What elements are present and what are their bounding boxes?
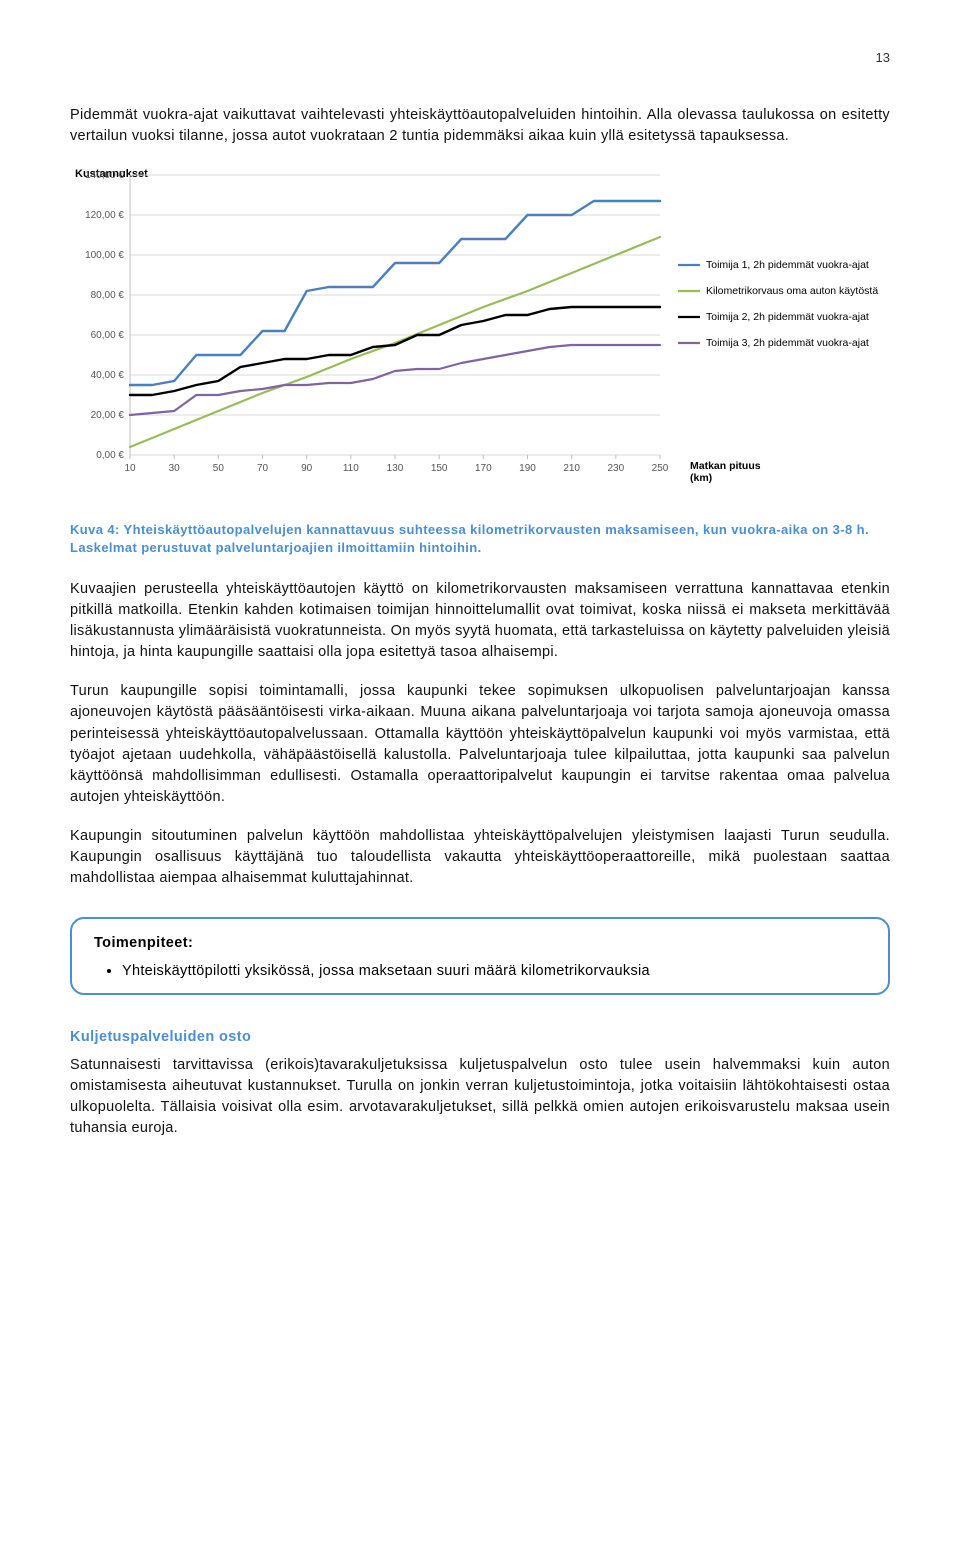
page-number: 13	[70, 50, 890, 65]
svg-text:Toimija 1, 2h pidemmät vuokra-: Toimija 1, 2h pidemmät vuokra-ajat	[706, 259, 869, 271]
svg-text:60,00 €: 60,00 €	[91, 330, 125, 341]
svg-text:150: 150	[431, 463, 448, 474]
svg-text:110: 110	[343, 463, 359, 474]
section-heading: Kuljetuspalveluiden osto	[70, 1029, 890, 1045]
svg-text:30: 30	[169, 463, 181, 474]
svg-text:Matkan pituus: Matkan pituus	[690, 460, 761, 472]
svg-text:210: 210	[563, 463, 580, 474]
paragraph-5: Satunnaisesti tarvittavissa (erikois)tav…	[70, 1055, 890, 1139]
action-callout: Toimenpiteet: Yhteiskäyttöpilotti yksikö…	[70, 917, 890, 995]
paragraph-3: Turun kaupungille sopisi toimintamalli, …	[70, 681, 890, 807]
svg-text:130: 130	[387, 463, 404, 474]
callout-list: Yhteiskäyttöpilotti yksikössä, jossa mak…	[94, 963, 866, 979]
svg-text:20,00 €: 20,00 €	[91, 410, 125, 421]
svg-text:170: 170	[475, 463, 492, 474]
svg-text:90: 90	[301, 463, 313, 474]
svg-text:120,00 €: 120,00 €	[85, 210, 124, 221]
svg-text:(km): (km)	[690, 472, 712, 484]
svg-text:70: 70	[257, 463, 269, 474]
svg-text:Toimija 3, 2h pidemmät vuokra-: Toimija 3, 2h pidemmät vuokra-ajat	[706, 337, 869, 349]
paragraph-4: Kaupungin sitoutuminen palvelun käyttöön…	[70, 826, 890, 889]
svg-text:80,00 €: 80,00 €	[91, 290, 125, 301]
intro-paragraph: Pidemmät vuokra-ajat vaikuttavat vaihtel…	[70, 105, 890, 147]
svg-text:140,00 €: 140,00 €	[85, 170, 124, 181]
chart-svg: Kustannukset0,00 €20,00 €40,00 €60,00 €8…	[70, 165, 890, 515]
svg-text:Toimija 2, 2h pidemmät vuokra-: Toimija 2, 2h pidemmät vuokra-ajat	[706, 311, 869, 323]
svg-text:100,00 €: 100,00 €	[85, 250, 124, 261]
svg-text:40,00 €: 40,00 €	[91, 370, 125, 381]
svg-text:50: 50	[213, 463, 225, 474]
svg-text:10: 10	[124, 463, 136, 474]
callout-item: Yhteiskäyttöpilotti yksikössä, jossa mak…	[122, 963, 866, 979]
paragraph-2: Kuvaajien perusteella yhteiskäyttöautoje…	[70, 579, 890, 663]
svg-text:190: 190	[519, 463, 536, 474]
callout-title: Toimenpiteet:	[94, 935, 866, 951]
svg-text:Kilometrikorvaus oma auton käy: Kilometrikorvaus oma auton käytöstä	[706, 285, 878, 297]
svg-text:230: 230	[607, 463, 624, 474]
chart-caption: Kuva 4: Yhteiskäyttöautopalvelujen kanna…	[70, 521, 890, 557]
svg-text:0,00 €: 0,00 €	[96, 450, 124, 461]
svg-text:250: 250	[652, 463, 669, 474]
cost-chart: Kustannukset0,00 €20,00 €40,00 €60,00 €8…	[70, 165, 890, 515]
